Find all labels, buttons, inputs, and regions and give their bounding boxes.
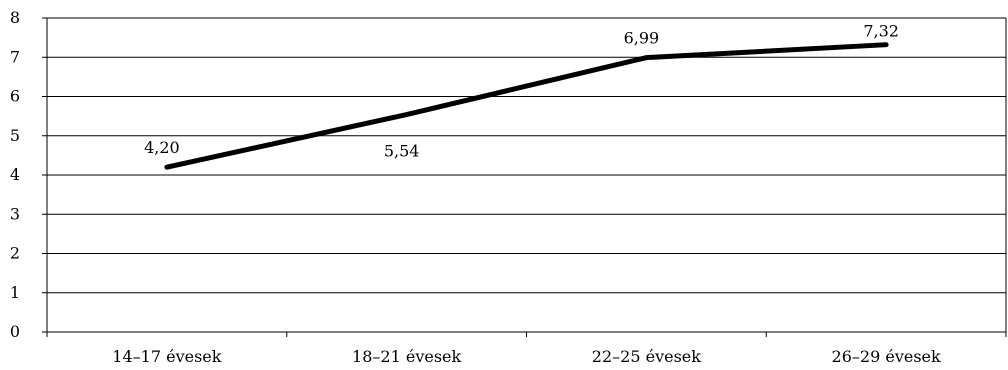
series-line: [164, 42, 889, 170]
data-label: 6,99: [624, 29, 660, 48]
y-tick-label: 5: [10, 126, 20, 145]
y-tick-label: 1: [10, 283, 20, 302]
y-tick-label: 0: [10, 322, 20, 341]
x-tick-label: 26–29 évesek: [832, 347, 941, 366]
y-tick-label: 4: [10, 165, 20, 184]
y-tick-label: 6: [10, 87, 20, 106]
data-label: 4,20: [144, 138, 180, 157]
series-lines: [164, 42, 889, 170]
data-label: 7,32: [863, 22, 899, 41]
x-tick-labels: 14–17 évesek 18–21 évesek 22–25 évesek 26–2…: [112, 347, 941, 366]
y-tick-label: 7: [10, 47, 20, 66]
x-tick-label: 22–25 évesek: [592, 347, 701, 366]
y-tick-labels: 0 1 2 3 4 5 6 7 8: [10, 8, 20, 341]
gridlines: [47, 17, 1006, 294]
x-tick-label: 18–21 évesek: [352, 347, 461, 366]
data-labels: 4,20 5,54 6,99 7,32: [144, 22, 899, 161]
y-tick-label: 3: [10, 204, 20, 223]
y-tick-label: 2: [10, 244, 20, 263]
data-label: 5,54: [384, 142, 420, 161]
x-tick-label: 14–17 évesek: [112, 347, 221, 366]
axes: [42, 17, 1007, 337]
y-tick-label: 8: [10, 8, 20, 27]
